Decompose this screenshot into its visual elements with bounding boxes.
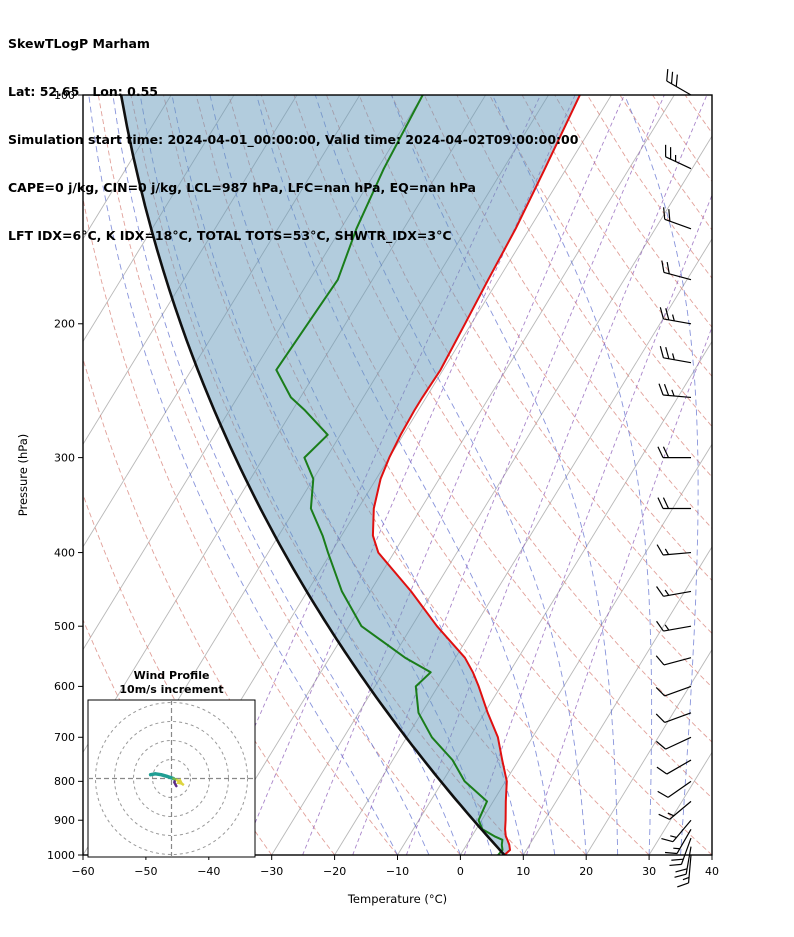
svg-text:400: 400 (54, 546, 75, 559)
svg-text:Temperature (°C): Temperature (°C) (347, 892, 447, 906)
svg-text:0: 0 (457, 865, 464, 878)
figure-header: SkewTLogP Marham Lat: 52.65 Lon: 0.55 Si… (8, 4, 578, 276)
header-indices: LFT IDX=6°C, K IDX=18°C, TOTAL TOTS=53°C… (8, 228, 452, 243)
svg-text:Wind Profile: Wind Profile (134, 669, 210, 682)
svg-text:700: 700 (54, 731, 75, 744)
svg-text:500: 500 (54, 620, 75, 633)
svg-text:200: 200 (54, 318, 75, 331)
svg-text:−50: −50 (134, 865, 157, 878)
svg-text:300: 300 (54, 451, 75, 464)
svg-text:10: 10 (516, 865, 530, 878)
header-stability: CAPE=0 j/kg, CIN=0 j/kg, LCL=987 hPa, LF… (8, 180, 476, 195)
svg-text:800: 800 (54, 775, 75, 788)
svg-text:−10: −10 (386, 865, 409, 878)
header-times: Simulation start time: 2024-04-01_00:00:… (8, 132, 579, 147)
svg-text:900: 900 (54, 814, 75, 827)
svg-text:20: 20 (579, 865, 593, 878)
svg-text:−60: −60 (71, 865, 94, 878)
header-location: Lat: 52.65 Lon: 0.55 (8, 84, 158, 99)
svg-text:10m/s increment: 10m/s increment (119, 683, 223, 696)
svg-text:Pressure (hPa): Pressure (hPa) (16, 434, 30, 517)
svg-text:600: 600 (54, 680, 75, 693)
svg-text:1000: 1000 (47, 849, 75, 862)
svg-text:30: 30 (642, 865, 656, 878)
svg-text:−30: −30 (260, 865, 283, 878)
svg-text:−40: −40 (197, 865, 220, 878)
svg-text:100: 100 (54, 89, 75, 102)
svg-text:40: 40 (705, 865, 719, 878)
svg-text:−20: −20 (323, 865, 346, 878)
figure-title: SkewTLogP Marham (8, 36, 150, 51)
